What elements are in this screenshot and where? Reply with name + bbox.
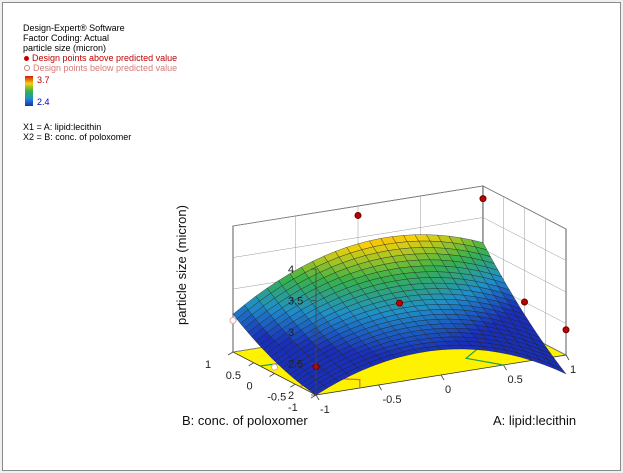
z-tick-label: 4 [288, 264, 294, 276]
axes: 22.533.54-1-0.500.51-1-0.500.51 [205, 264, 576, 416]
wall-gridline [232, 185, 567, 230]
z-tick-label: 3 [288, 327, 294, 339]
x-tick-label: 1 [570, 364, 576, 376]
y-tick-label: -0.5 [267, 391, 286, 403]
color-scale-min: 2.4 [37, 97, 50, 107]
legend-below-item: Design points below predicted value [23, 63, 223, 73]
x-tick-label: -1 [320, 404, 330, 416]
design-point [479, 195, 487, 203]
design-point [271, 363, 278, 371]
y-axis-title: B: conc. of poloxomer [182, 413, 308, 428]
color-scale: 3.7 2.4 [23, 75, 223, 107]
factor-coding-label: Factor Coding: Actual [23, 33, 110, 43]
design-point [521, 298, 528, 306]
y-tick-mark [227, 351, 234, 356]
y-tick-label: 0 [247, 381, 253, 393]
y-tick-mark [269, 373, 275, 377]
response-surface [232, 234, 567, 396]
x-tick-mark [440, 374, 445, 381]
design-point [354, 211, 362, 219]
response-label: particle size (micron) [23, 43, 107, 53]
legend-above-item: Design points above predicted value [23, 53, 223, 63]
x-tick-label: 0 [445, 384, 451, 396]
z-tick-label: 3.5 [288, 296, 303, 308]
y-tick-label: 0.5 [226, 370, 241, 382]
software-label: Design-Expert® Software [23, 23, 125, 33]
factor-x2-label: X2 = B: conc. of poloxomer [23, 132, 132, 142]
z-tick-label: 2 [288, 390, 294, 402]
factor-definitions: X1 = A: lipid:lecithin X2 = B: conc. of … [23, 122, 223, 142]
below-point-icon [24, 65, 30, 72]
x-axis-title: A: lipid:lecithin [493, 413, 576, 428]
design-point [562, 326, 570, 334]
z-axis-title: particle size (micron) [174, 205, 189, 325]
x-tick-label: 0.5 [508, 374, 523, 386]
color-scale-bar [25, 76, 33, 106]
y-tick-mark [248, 362, 254, 367]
x-tick-label: -0.5 [383, 394, 402, 406]
above-label: Design points above predicted value [32, 53, 178, 63]
color-scale-max: 3.7 [37, 75, 50, 85]
design-points [229, 195, 570, 371]
x-tick-mark [503, 364, 507, 371]
x-tick-mark [315, 394, 320, 401]
y-tick-mark [310, 394, 317, 399]
factor-x1-label: X1 = A: lipid:lecithin [23, 122, 102, 132]
design-point [229, 317, 237, 324]
wall-gridline [232, 217, 567, 261]
y-tick-label: -1 [288, 402, 298, 414]
x-tick-mark [378, 384, 382, 391]
z-tick-label: 2.5 [288, 359, 303, 371]
legend-panel: Design-Expert® Software Factor Coding: A… [23, 23, 223, 142]
design-point [396, 299, 403, 307]
y-tick-label: 1 [205, 359, 211, 371]
below-label: Design points below predicted value [33, 63, 178, 73]
x-tick-mark [565, 354, 570, 361]
above-point-icon [24, 55, 29, 61]
y-tick-mark [290, 383, 296, 388]
